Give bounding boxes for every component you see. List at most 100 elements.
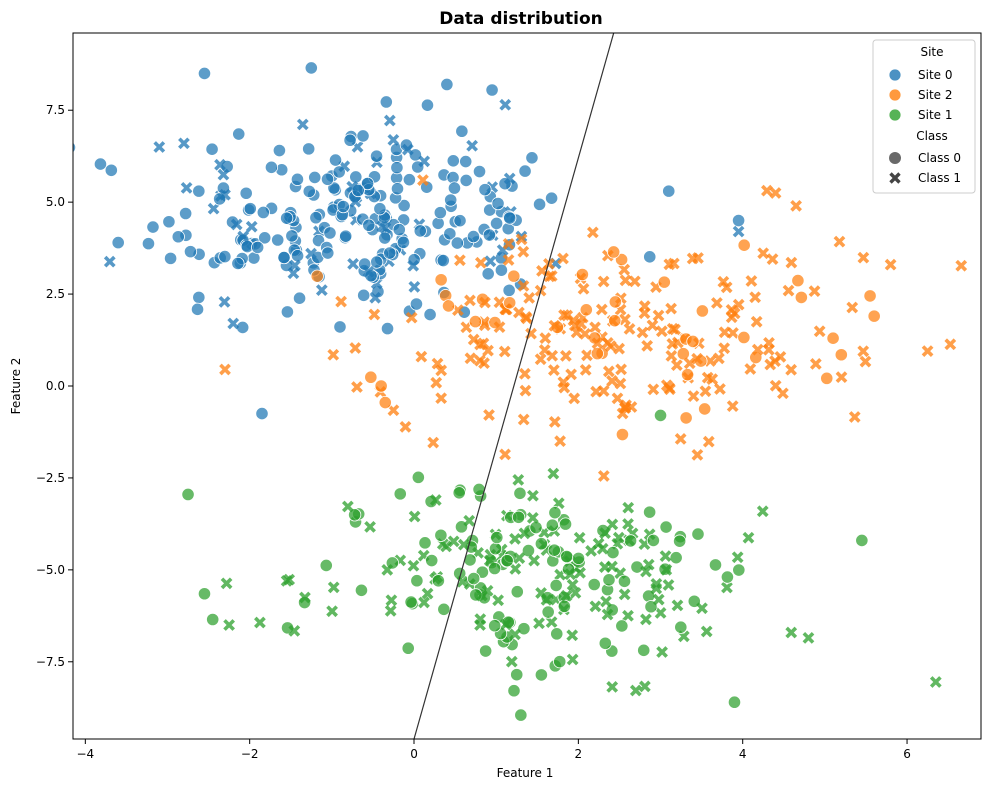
- scatter-point: [93, 157, 108, 171]
- scatter-point: [548, 506, 562, 520]
- scatter-point: [622, 518, 634, 530]
- scatter-point: [292, 291, 307, 305]
- scatter-point: [673, 534, 687, 548]
- scatter-point: [192, 184, 206, 198]
- scatter-point: [488, 542, 503, 556]
- y-axis: −7.5 −5.0 −2.5 0.0 2.5 5.0 7.5: [36, 103, 73, 669]
- scatter-point: [404, 595, 418, 609]
- scatter-point: [785, 363, 798, 376]
- scatter-point: [534, 668, 548, 682]
- scatter-point: [420, 98, 435, 112]
- scatter-point: [663, 258, 676, 271]
- scatter-point: [457, 538, 470, 551]
- scatter-point: [219, 188, 231, 201]
- scatter-point: [163, 251, 178, 265]
- decision-boundary-line: [413, 33, 615, 739]
- scatter-point: [415, 350, 428, 363]
- scatter-point: [483, 409, 495, 421]
- scatter-point: [483, 554, 496, 567]
- scatter-point: [478, 183, 492, 197]
- x-tick-label: 2: [575, 747, 583, 761]
- scatter-point: [628, 275, 641, 288]
- scatter-point: [826, 331, 840, 345]
- scatter-point: [554, 435, 566, 448]
- scatter-point: [408, 510, 421, 523]
- scatter-point: [357, 288, 371, 302]
- scatter-point: [479, 296, 491, 309]
- scatter-point: [731, 213, 746, 228]
- scatter-point: [376, 220, 389, 233]
- scatter-point: [339, 229, 353, 243]
- scatter-point: [430, 376, 443, 389]
- scatter-point: [444, 193, 458, 207]
- y-tick-label: 5.0: [46, 195, 65, 209]
- scatter-point: [615, 363, 628, 376]
- scatter-point: [575, 318, 588, 330]
- scatter-point: [503, 211, 517, 225]
- scatter-point: [466, 139, 479, 152]
- scatter-point: [691, 448, 704, 461]
- scatter-point: [217, 168, 230, 181]
- scatter-point: [521, 544, 536, 558]
- scatter-point: [791, 273, 805, 288]
- scatter-point: [591, 337, 604, 350]
- scatter-point: [362, 265, 375, 278]
- scatter-point: [714, 383, 726, 395]
- scatter-point: [421, 587, 434, 600]
- chart-title: Data distribution: [439, 9, 603, 29]
- scatter-point: [327, 348, 340, 361]
- scatter-point: [794, 290, 808, 304]
- scatter-point: [704, 355, 717, 367]
- legend-style-marker: [889, 152, 901, 164]
- scatter-point: [396, 235, 411, 249]
- scatter-point: [354, 583, 369, 597]
- scatter-point: [557, 376, 570, 389]
- scatter-point: [380, 322, 395, 336]
- scatter-point: [431, 216, 445, 230]
- scatter-point: [509, 532, 521, 545]
- scatter-point: [499, 98, 512, 111]
- scatter-point: [401, 143, 414, 156]
- scatter-point: [418, 596, 430, 609]
- scatter-point: [392, 223, 406, 237]
- scatter-point: [474, 619, 486, 631]
- scatter-point: [290, 172, 305, 186]
- scatter-point: [606, 681, 619, 693]
- scatter-point: [671, 599, 684, 612]
- scatter-point: [790, 199, 802, 212]
- scatter-point: [520, 312, 533, 325]
- scatter-point: [446, 154, 460, 168]
- scatter-point: [464, 294, 476, 307]
- scatter-point: [435, 392, 448, 405]
- scatter-point: [464, 352, 477, 365]
- scatter-point: [646, 533, 660, 548]
- scatter-point: [615, 252, 629, 267]
- scatter-point: [410, 574, 424, 588]
- scatter-point: [162, 215, 176, 229]
- scatter-point: [608, 295, 622, 309]
- scatter-point: [515, 230, 528, 243]
- scatter-point: [512, 473, 525, 486]
- scatter-point: [640, 565, 652, 578]
- scatter-point: [183, 245, 198, 259]
- scatter-point: [590, 385, 602, 398]
- scatter-point: [434, 528, 448, 542]
- scatter-point: [867, 309, 881, 323]
- scatter-point: [493, 321, 506, 333]
- scatter-point: [534, 537, 548, 551]
- scatter-point: [289, 259, 301, 272]
- scatter-point: [750, 315, 763, 328]
- decision-line-layer: [413, 33, 615, 739]
- scatter-point: [280, 305, 295, 319]
- scatter-point: [452, 486, 466, 500]
- scatter-point: [731, 551, 744, 564]
- legend-hue-label: Site 0: [918, 68, 953, 82]
- scatter-point: [482, 228, 496, 242]
- scatter-point: [623, 534, 638, 548]
- scatter-point: [637, 643, 651, 657]
- scatter-point: [383, 114, 396, 127]
- scatter-point: [271, 233, 285, 247]
- legend: Site Site 0 Site 2 Site 1 Class Class 0 Cla…: [872, 39, 976, 194]
- scatter-point: [657, 275, 671, 289]
- scatter-point: [178, 137, 190, 150]
